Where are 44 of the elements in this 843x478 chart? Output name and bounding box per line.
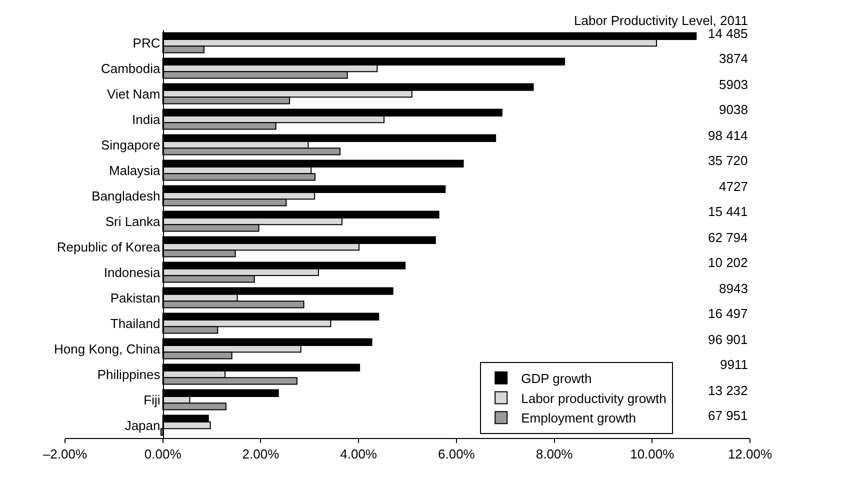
annotation: 98 414	[708, 128, 748, 143]
text: Labor Productivity Level, 2011	[574, 13, 748, 28]
y-tick-label: Cambodia	[100, 60, 162, 76]
y-tick-label: Philippines	[97, 366, 161, 382]
y-tick-label: Indonesia	[104, 264, 162, 280]
annotation: 3874	[719, 51, 748, 66]
legend-label: Employment growth	[521, 410, 636, 426]
y-tick-label: Singapore	[100, 137, 160, 152]
annotation: 8943	[719, 281, 748, 296]
annotation: 96 901	[708, 332, 748, 347]
annotation: 5903	[719, 77, 748, 92]
annotation: 62 794	[708, 230, 748, 245]
legend-label: GDP growth	[521, 370, 592, 386]
annotation: 10 202	[708, 255, 748, 270]
y-tick-label: Thailand	[110, 316, 160, 331]
y-tick-label: India	[132, 112, 162, 127]
y-tick-label: Sri Lanka	[105, 214, 162, 229]
y-tick-label: Fiji	[144, 392, 160, 408]
annotation: 9038	[719, 102, 748, 117]
annotation: 16 497	[708, 306, 748, 321]
annotation: 9911	[720, 357, 748, 372]
x-tick-label: 8.00%	[536, 446, 574, 462]
legend-label: Labor productivity growth	[521, 390, 666, 406]
x-tick-label: 10.00%	[630, 446, 675, 462]
y-tick-label: Bangladesh	[92, 188, 160, 204]
x-tick-label: 2.00%	[242, 446, 280, 462]
y-tick-label: Japan	[124, 418, 160, 433]
y-tick-label: Pakistan	[110, 290, 160, 306]
annotation: 14 485	[708, 26, 748, 41]
y-tick-label: Hong Kong, China	[54, 341, 162, 356]
y-tick-label: Malaysia	[108, 162, 162, 178]
annotation: 67 951	[708, 408, 748, 423]
annotation: 4727	[719, 179, 748, 194]
y-tick-label: Republic of Korea	[56, 239, 162, 254]
annotation: 13 232	[708, 383, 748, 398]
y-tick-label: PRC	[132, 35, 160, 50]
annotation: 35 720	[708, 153, 748, 168]
x-tick-label: 4.00%	[340, 446, 378, 462]
x-tick-label: 6.00%	[438, 446, 476, 462]
x-tick-label: 0.00%	[144, 446, 182, 462]
y-tick-label: Viet Nam	[107, 86, 160, 102]
x-tick-label: –2.00%	[42, 446, 88, 462]
x-tick-label: 12.00%	[728, 446, 772, 462]
annotation: 15 441	[708, 204, 748, 219]
